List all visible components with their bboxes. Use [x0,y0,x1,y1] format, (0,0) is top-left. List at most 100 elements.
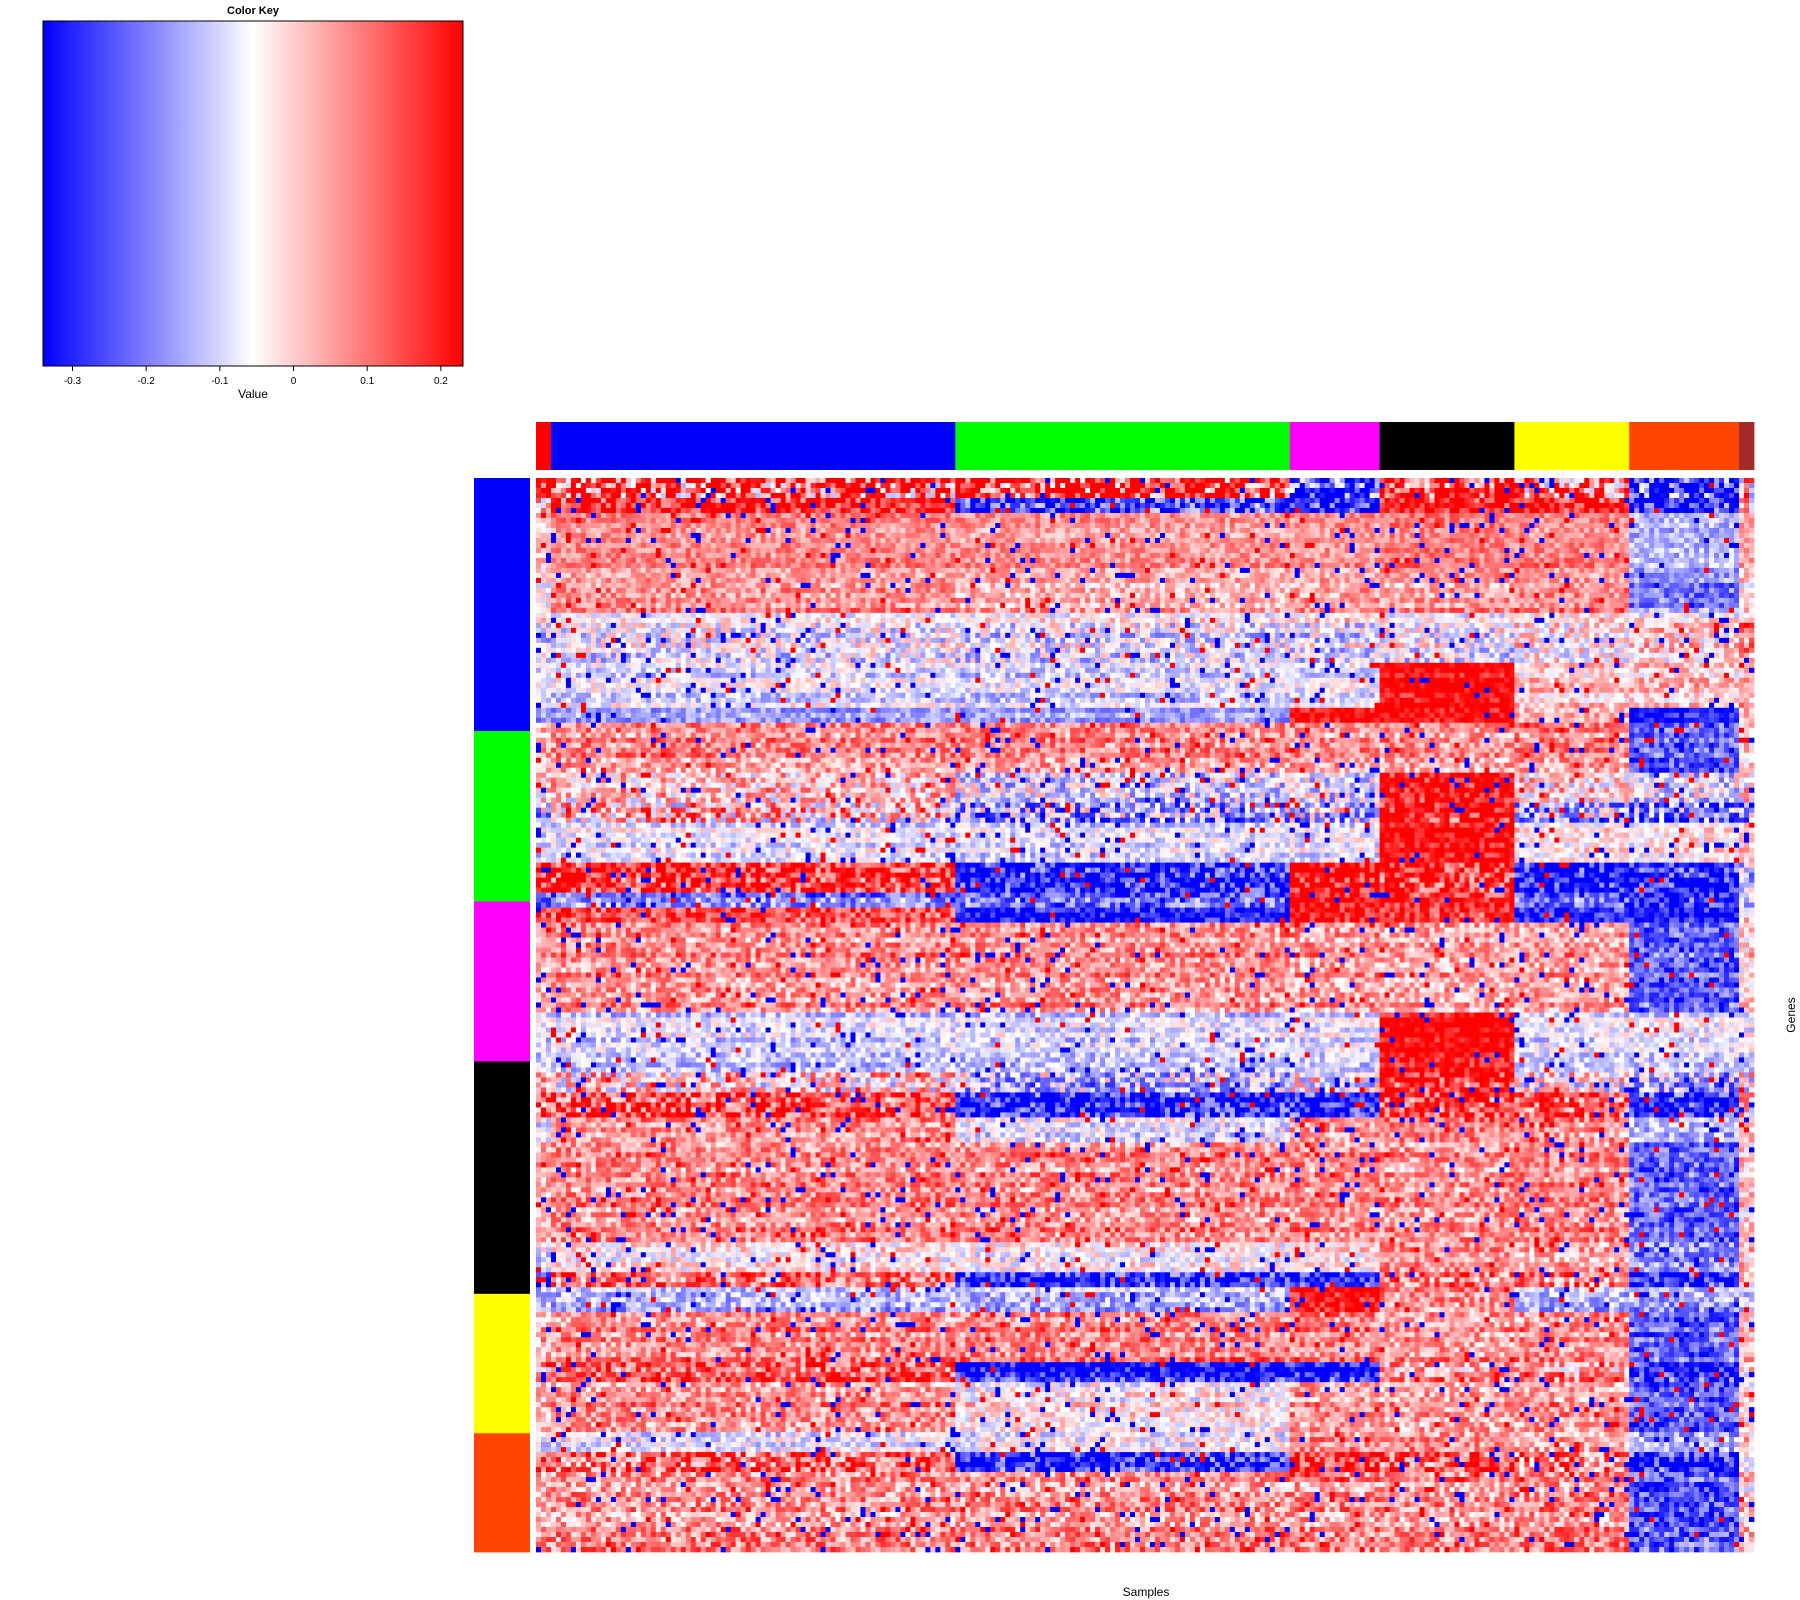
heatmap-cell [546,493,551,498]
heatmap-cell [1255,493,1260,498]
heatmap-cell [945,523,950,528]
heatmap-cell [1110,488,1115,493]
heatmap-cell [1080,493,1085,498]
heatmap-cell [741,533,746,538]
heatmap-cell [751,493,756,498]
heatmap-cell [1405,518,1410,523]
heatmap-cell [651,483,656,488]
heatmap-cell [1734,518,1739,523]
heatmap-cell [1739,518,1744,523]
heatmap-cell [1664,493,1669,498]
heatmap-cell [940,478,945,483]
heatmap-cell [1060,478,1065,483]
heatmap-cell [1230,508,1235,513]
heatmap-cell [626,518,631,523]
heatmap-cell [546,483,551,488]
heatmap-cell [786,528,791,533]
heatmap-cell [736,488,741,493]
heatmap-cell [1484,528,1489,533]
heatmap-cell [1674,528,1679,533]
heatmap-cell [910,518,915,523]
heatmap-cell [1704,518,1709,523]
heatmap-cell [1005,503,1010,508]
heatmap-cell [1025,513,1030,518]
heatmap-cell [920,533,925,538]
heatmap-cell [1190,523,1195,528]
heatmap-cell [1709,503,1714,508]
heatmap-cell [1365,493,1370,498]
heatmap-cell [1180,488,1185,493]
heatmap-cell [1330,503,1335,508]
heatmap-cell [960,508,965,513]
heatmap-cell [1604,523,1609,528]
heatmap-cell [985,488,990,493]
heatmap-cell [1689,488,1694,493]
heatmap-cell [1335,498,1340,503]
heatmap-cell [581,503,586,508]
heatmap-cell [621,533,626,538]
heatmap-cell [731,503,736,508]
heatmap-cell [1070,513,1075,518]
heatmap-cell [1494,528,1499,533]
heatmap-cell [975,493,980,498]
heatmap-cell [821,513,826,518]
heatmap-cell [995,493,1000,498]
heatmap-cell [1729,518,1734,523]
heatmap-cell [1699,493,1704,498]
heatmap-cell [621,523,626,528]
heatmap-cell [631,488,636,493]
heatmap-cell [1065,533,1070,538]
heatmap-cell [1330,483,1335,488]
heatmap-cell [1594,488,1599,493]
heatmap-cell [556,508,561,513]
heatmap-cell [1100,503,1105,508]
heatmap-cell [885,508,890,513]
heatmap-cell [1190,483,1195,488]
heatmap-cell [1534,518,1539,523]
heatmap-cell [1175,488,1180,493]
heatmap-cell [586,533,591,538]
heatmap-cell [1290,518,1295,523]
heatmap-cell [1215,528,1220,533]
heatmap-cell [1559,503,1564,508]
heatmap-cell [855,528,860,533]
heatmap-cell [880,508,885,513]
heatmap-cell [1115,478,1120,483]
heatmap-cell [1310,488,1315,493]
heatmap-cell [1315,503,1320,508]
heatmap-cell [1380,523,1385,528]
heatmap-cell [1225,483,1230,488]
heatmap-cell [691,478,696,483]
heatmap-cell [995,503,1000,508]
heatmap-cell [1564,508,1569,513]
heatmap-cell [716,493,721,498]
heatmap-cell [601,478,606,483]
heatmap-cell [1245,483,1250,488]
heatmap-cell [1579,518,1584,523]
heatmap-cell [1729,503,1734,508]
heatmap-cell [586,513,591,518]
heatmap-cell [616,533,621,538]
heatmap-cell [1684,498,1689,503]
heatmap-cell [1165,498,1170,503]
heatmap-cell [746,523,751,528]
heatmap-cell [591,528,596,533]
heatmap-cell [1484,478,1489,483]
heatmap-cell [1360,518,1365,523]
heatmap-cell [1245,508,1250,513]
heatmap-cell [1629,488,1634,493]
heatmap-cell [1215,478,1220,483]
heatmap-cell [681,503,686,508]
heatmap-cell [1340,478,1345,483]
heatmap-cell [826,523,831,528]
heatmap-cell [726,493,731,498]
heatmap-cell [1260,513,1265,518]
heatmap-cell [1140,513,1145,518]
heatmap-cell [601,483,606,488]
heatmap-cell [890,498,895,503]
heatmap-cell [671,493,676,498]
heatmap-cell [1155,508,1160,513]
heatmap-cell [1430,503,1435,508]
heatmap-cell [741,523,746,528]
heatmap-cell [1420,488,1425,493]
